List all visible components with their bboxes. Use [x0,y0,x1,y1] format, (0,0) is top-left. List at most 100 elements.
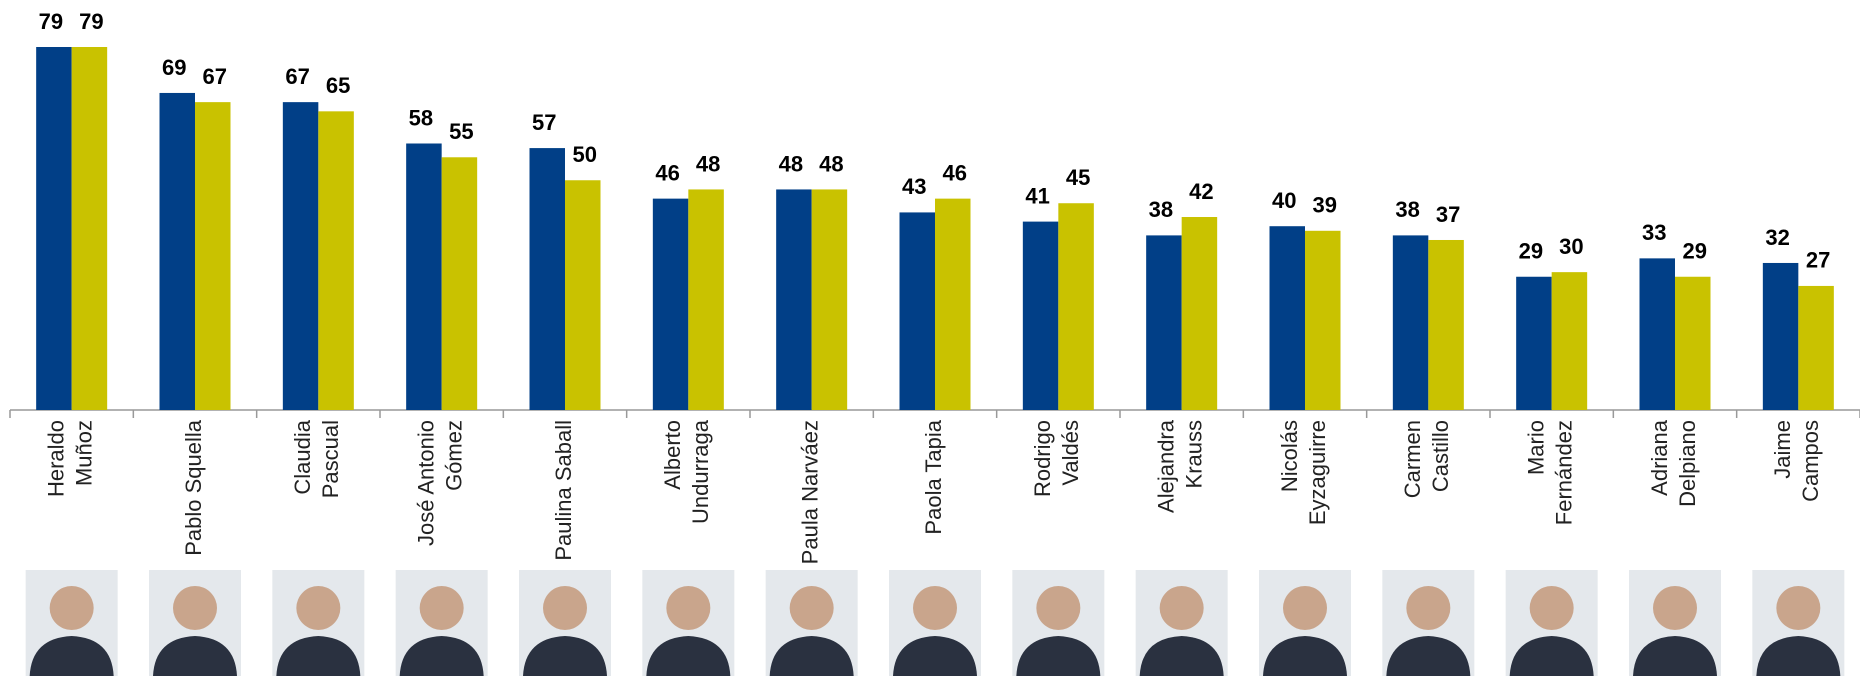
photo-body [893,636,977,676]
x-tick-label: Delpiano [1675,420,1700,507]
x-tick-label: Gómez [441,420,466,491]
x-tick-label: Nicolás [1277,420,1302,492]
value-label: 48 [819,151,843,176]
photo-head [1776,586,1821,630]
photo-body [29,636,114,676]
bar [1392,235,1429,410]
photo [395,570,488,676]
x-tick-label: Claudia [290,419,315,494]
photo [25,570,118,676]
bar [688,189,724,410]
x-tick-label: Mario [1523,420,1548,475]
value-label: 29 [1519,239,1543,264]
bar [899,212,935,410]
x-tick-label: Adriana [1647,419,1672,496]
x-tick-label: Pascual [318,420,343,498]
value-label: 43 [902,174,926,199]
photo-body [1633,636,1717,676]
photo-head [296,586,341,630]
photo-body [1139,636,1224,676]
value-label: 48 [696,151,720,176]
value-label: 50 [573,142,597,167]
photo [1382,570,1475,676]
x-tick-label: Krauss [1181,420,1206,488]
bar [811,189,848,410]
value-label: 39 [1313,193,1337,218]
bar [36,47,72,410]
bar [1516,276,1552,410]
photo-head [1283,586,1327,630]
bar [318,111,354,411]
value-label: 42 [1189,179,1213,204]
photo [149,570,241,676]
bar [1181,217,1218,410]
value-label: 27 [1806,248,1830,273]
x-tick-label: Rodrigo [1030,420,1055,497]
photo [765,570,858,676]
value-label: 57 [532,110,556,135]
photo [519,570,611,676]
photo-body [1756,636,1841,676]
x-tick-label: Campos [1798,420,1823,502]
value-label: 32 [1765,225,1789,250]
x-tick-label: Eyzaguirre [1305,420,1330,525]
bar [652,198,689,410]
x-tick-label: Paola Tapia [921,419,946,534]
photo-head [173,586,217,630]
x-tick-label: Jaime [1770,420,1795,479]
photo-head [1036,586,1081,630]
photo-head [1653,586,1697,630]
value-label: 69 [162,55,186,80]
photo-head [419,586,464,630]
value-label: 45 [1066,165,1090,190]
photo [1752,570,1845,676]
bar [1551,272,1588,410]
photo-head [1529,586,1574,630]
x-tick-label: Alberto [660,420,685,490]
photo-head [913,586,957,630]
value-label: 58 [409,105,433,130]
x-tick-label: Pablo Squella [181,419,206,556]
x-tick-label: Valdés [1058,420,1083,486]
bar [1798,285,1834,410]
x-tick-label: José Antonio [413,420,438,546]
photo-body [1386,636,1471,676]
bar [282,102,319,410]
photo [1012,570,1105,676]
bar [441,157,478,410]
photo [272,570,365,676]
bar [776,189,812,410]
photo-head [1159,586,1204,630]
photo-head [666,586,711,630]
photo-body [523,636,607,676]
value-label: 48 [779,151,803,176]
value-label: 33 [1642,220,1666,245]
value-label: 65 [326,73,350,98]
value-label: 38 [1149,197,1173,222]
bar [1022,221,1059,410]
x-tick-label: Muñoz [71,420,96,486]
x-tick-label: Paulina Saball [551,420,576,561]
value-label: 46 [943,160,967,185]
value-label: 37 [1436,202,1460,227]
bar [529,148,565,410]
photo-head [543,586,587,630]
bar [406,143,442,411]
photo [642,570,735,676]
x-tick-label: Undurraga [688,419,713,524]
photo [889,570,981,676]
value-label: 46 [655,160,679,185]
photo-body [1016,636,1101,676]
photo-body [153,636,237,676]
bar [1146,235,1182,410]
photo [1259,570,1351,676]
x-tick-label: Paula Narváez [797,420,822,564]
x-tick-label: Fernández [1551,420,1576,525]
photo-body [276,636,361,676]
x-tick-label: Castillo [1428,420,1453,492]
value-label: 41 [1025,183,1049,208]
value-label: 29 [1683,239,1707,264]
photo-head [49,586,94,630]
photo [1135,570,1228,676]
photo-body [646,636,731,676]
